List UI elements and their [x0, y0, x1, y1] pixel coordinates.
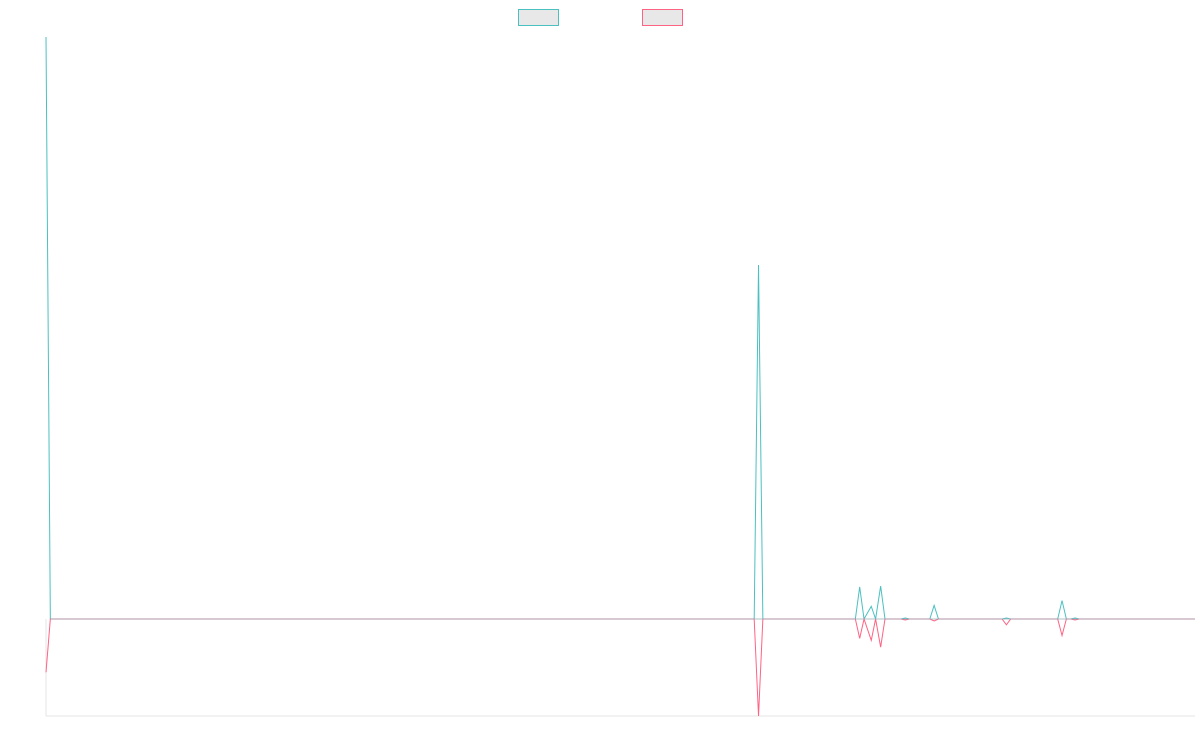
legend-swatch-1[interactable]: [518, 9, 559, 26]
legend: [518, 9, 683, 26]
series-group: [45, 36, 1195, 717]
legend-swatch-2[interactable]: [642, 9, 683, 26]
axes: [45, 619, 1195, 717]
series-line-2: [45, 617, 1195, 717]
series-line-1: [45, 36, 1195, 621]
